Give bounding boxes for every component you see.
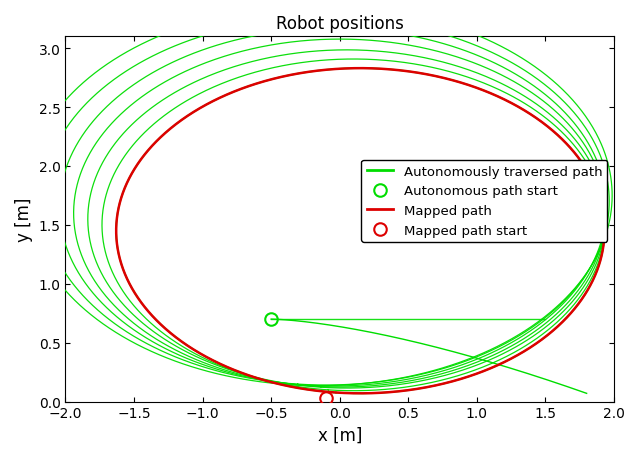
X-axis label: x [m]: x [m] [317,426,362,444]
Title: Robot positions: Robot positions [276,15,404,33]
Legend: Autonomously traversed path, Autonomous path start, Mapped path, Mapped path sta: Autonomously traversed path, Autonomous … [362,160,607,242]
Y-axis label: y [m]: y [m] [15,197,33,241]
